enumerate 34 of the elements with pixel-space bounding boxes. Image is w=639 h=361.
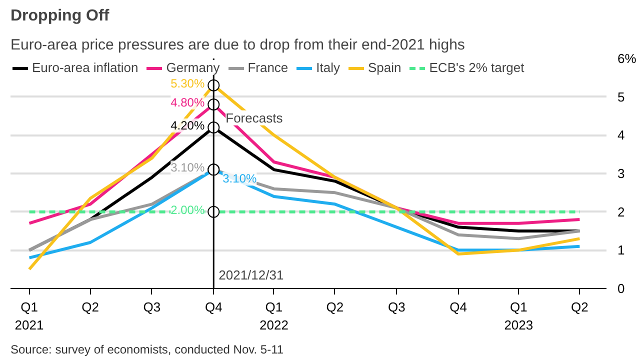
x-tick-label: Q2 (326, 300, 344, 314)
data-label: 3.10% (170, 160, 205, 175)
x-tick-label: Q1 2023 (504, 300, 534, 332)
x-tick-label: Q1 2021 (14, 300, 44, 332)
x-tick-label: Q2 (571, 300, 588, 314)
data-label: 4.80% (170, 96, 205, 110)
y-tick-label: 6% (618, 51, 637, 66)
x-tick-label: Q3 (388, 300, 406, 314)
legend-label: Spain (368, 60, 402, 75)
y-tick-label: 3 (618, 166, 625, 181)
legend-label: Euro-area inflation (32, 60, 138, 75)
chart-subtitle: Euro-area price pressures are due to drop from their end-2021 highs (10, 36, 465, 54)
legend-label: ECB's 2% target (429, 60, 524, 75)
y-tick-label: 4 (618, 128, 625, 143)
x-tick-label: Q3 (143, 300, 161, 314)
data-label: 4.20% (170, 118, 205, 132)
legend-label: France (248, 60, 288, 75)
y-tick-label: 1 (618, 242, 625, 258)
legend-label: Italy (316, 60, 340, 75)
x-tick-label: Q4 (204, 300, 222, 314)
ref-line-label: Forecasts (226, 110, 284, 126)
data-label: 3.10% (222, 172, 257, 186)
y-tick-label: 0 (618, 281, 625, 296)
y-tick-label: 2 (618, 204, 625, 220)
data-label: 2.00% (170, 202, 205, 217)
x-tick-label: Q1 2022 (260, 300, 288, 332)
legend-label: Germany (166, 60, 220, 75)
source-note: Source: survey of economists, conducted Nov. 5-11 (10, 342, 284, 356)
data-label: 5.30% (170, 76, 205, 90)
chart-title: Dropping Off (10, 8, 110, 24)
annotation: 2021/12/31 (218, 268, 284, 283)
x-tick-label: Q4 (450, 300, 468, 314)
x-tick-label: Q2 (82, 300, 99, 314)
y-tick-label: 5 (618, 89, 625, 104)
